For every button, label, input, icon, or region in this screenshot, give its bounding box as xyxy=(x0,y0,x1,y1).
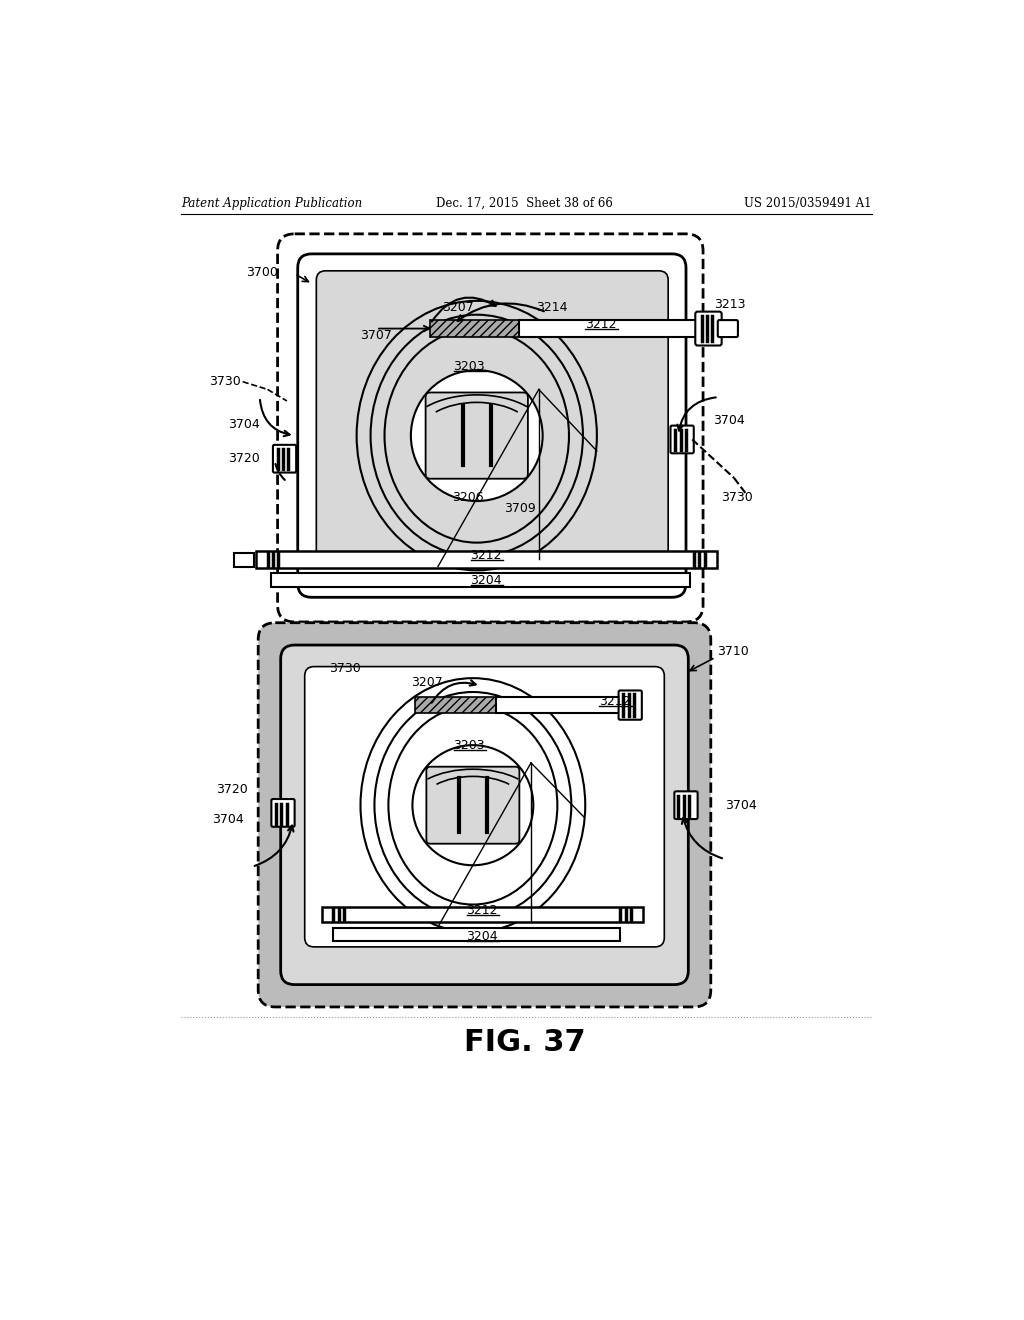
Bar xyxy=(271,573,690,586)
FancyBboxPatch shape xyxy=(316,271,669,562)
FancyBboxPatch shape xyxy=(271,799,295,826)
Text: 3207: 3207 xyxy=(442,301,474,314)
FancyBboxPatch shape xyxy=(281,645,688,985)
Text: 3704: 3704 xyxy=(713,413,744,426)
Bar xyxy=(234,553,254,566)
Text: 3710: 3710 xyxy=(717,644,749,657)
Text: 3212: 3212 xyxy=(599,694,631,708)
Circle shape xyxy=(411,370,543,502)
Bar xyxy=(415,697,496,713)
Text: 3704: 3704 xyxy=(228,417,260,430)
Text: 3212: 3212 xyxy=(585,318,616,331)
FancyBboxPatch shape xyxy=(675,792,697,818)
Circle shape xyxy=(413,744,534,866)
Text: 3730: 3730 xyxy=(209,375,241,388)
Text: 3204: 3204 xyxy=(470,574,502,587)
FancyBboxPatch shape xyxy=(426,767,519,843)
Text: 3204: 3204 xyxy=(466,929,498,942)
FancyBboxPatch shape xyxy=(305,667,665,946)
Text: 3700: 3700 xyxy=(246,267,278,280)
Bar xyxy=(334,928,621,941)
Text: 3707: 3707 xyxy=(359,329,391,342)
Text: 3214: 3214 xyxy=(537,301,568,314)
Text: 3212: 3212 xyxy=(466,904,498,917)
Text: 3720: 3720 xyxy=(228,453,260,465)
Bar xyxy=(322,907,643,923)
Text: 3213: 3213 xyxy=(714,298,745,312)
Bar xyxy=(519,321,697,337)
FancyBboxPatch shape xyxy=(695,312,722,346)
Text: 3207: 3207 xyxy=(411,676,442,689)
Text: Patent Application Publication: Patent Application Publication xyxy=(180,197,361,210)
FancyBboxPatch shape xyxy=(671,425,693,453)
Text: 3212: 3212 xyxy=(470,549,502,562)
Text: 3730: 3730 xyxy=(721,491,753,504)
FancyBboxPatch shape xyxy=(258,623,711,1007)
Text: 3203: 3203 xyxy=(454,360,484,372)
Text: US 2015/0359491 A1: US 2015/0359491 A1 xyxy=(744,197,872,210)
FancyBboxPatch shape xyxy=(298,253,686,597)
Text: 3704: 3704 xyxy=(725,799,757,812)
Text: FIG. 37: FIG. 37 xyxy=(464,1028,586,1057)
Bar xyxy=(496,697,621,713)
Text: 3203: 3203 xyxy=(454,739,484,751)
Text: Dec. 17, 2015  Sheet 38 of 66: Dec. 17, 2015 Sheet 38 of 66 xyxy=(436,197,613,210)
Bar xyxy=(430,321,519,337)
Text: 3709: 3709 xyxy=(504,502,536,515)
FancyBboxPatch shape xyxy=(718,321,738,337)
Bar xyxy=(256,552,717,568)
FancyBboxPatch shape xyxy=(273,445,296,473)
Text: 3730: 3730 xyxy=(330,661,361,675)
FancyBboxPatch shape xyxy=(618,690,642,719)
Text: 3704: 3704 xyxy=(213,813,245,825)
Text: 3720: 3720 xyxy=(216,783,248,796)
Text: 3206: 3206 xyxy=(452,491,483,504)
FancyBboxPatch shape xyxy=(426,392,528,479)
